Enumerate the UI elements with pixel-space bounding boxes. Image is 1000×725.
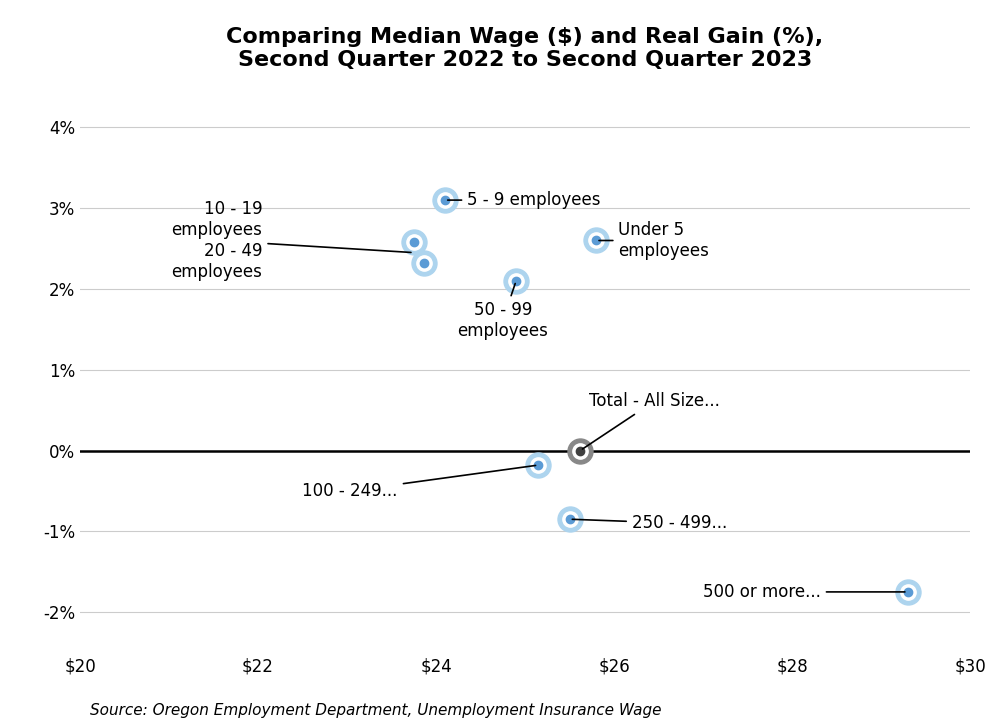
Text: Source: Oregon Employment Department, Unemployment Insurance Wage: Source: Oregon Employment Department, Un…: [90, 703, 662, 718]
Text: Under 5
employees: Under 5 employees: [599, 221, 709, 260]
Text: 50 - 99
employees: 50 - 99 employees: [457, 283, 548, 340]
Text: 100 - 249...: 100 - 249...: [302, 465, 536, 500]
Text: 10 - 19
employees
20 - 49
employees: 10 - 19 employees 20 - 49 employees: [172, 200, 411, 281]
Text: 250 - 499...: 250 - 499...: [572, 514, 727, 532]
Title: Comparing Median Wage ($) and Real Gain (%),
Second Quarter 2022 to Second Quart: Comparing Median Wage ($) and Real Gain …: [226, 27, 824, 70]
Text: 500 or more...: 500 or more...: [703, 583, 905, 601]
Text: 5 - 9 employees: 5 - 9 employees: [448, 191, 601, 209]
Text: Total - All Size...: Total - All Size...: [582, 392, 720, 449]
